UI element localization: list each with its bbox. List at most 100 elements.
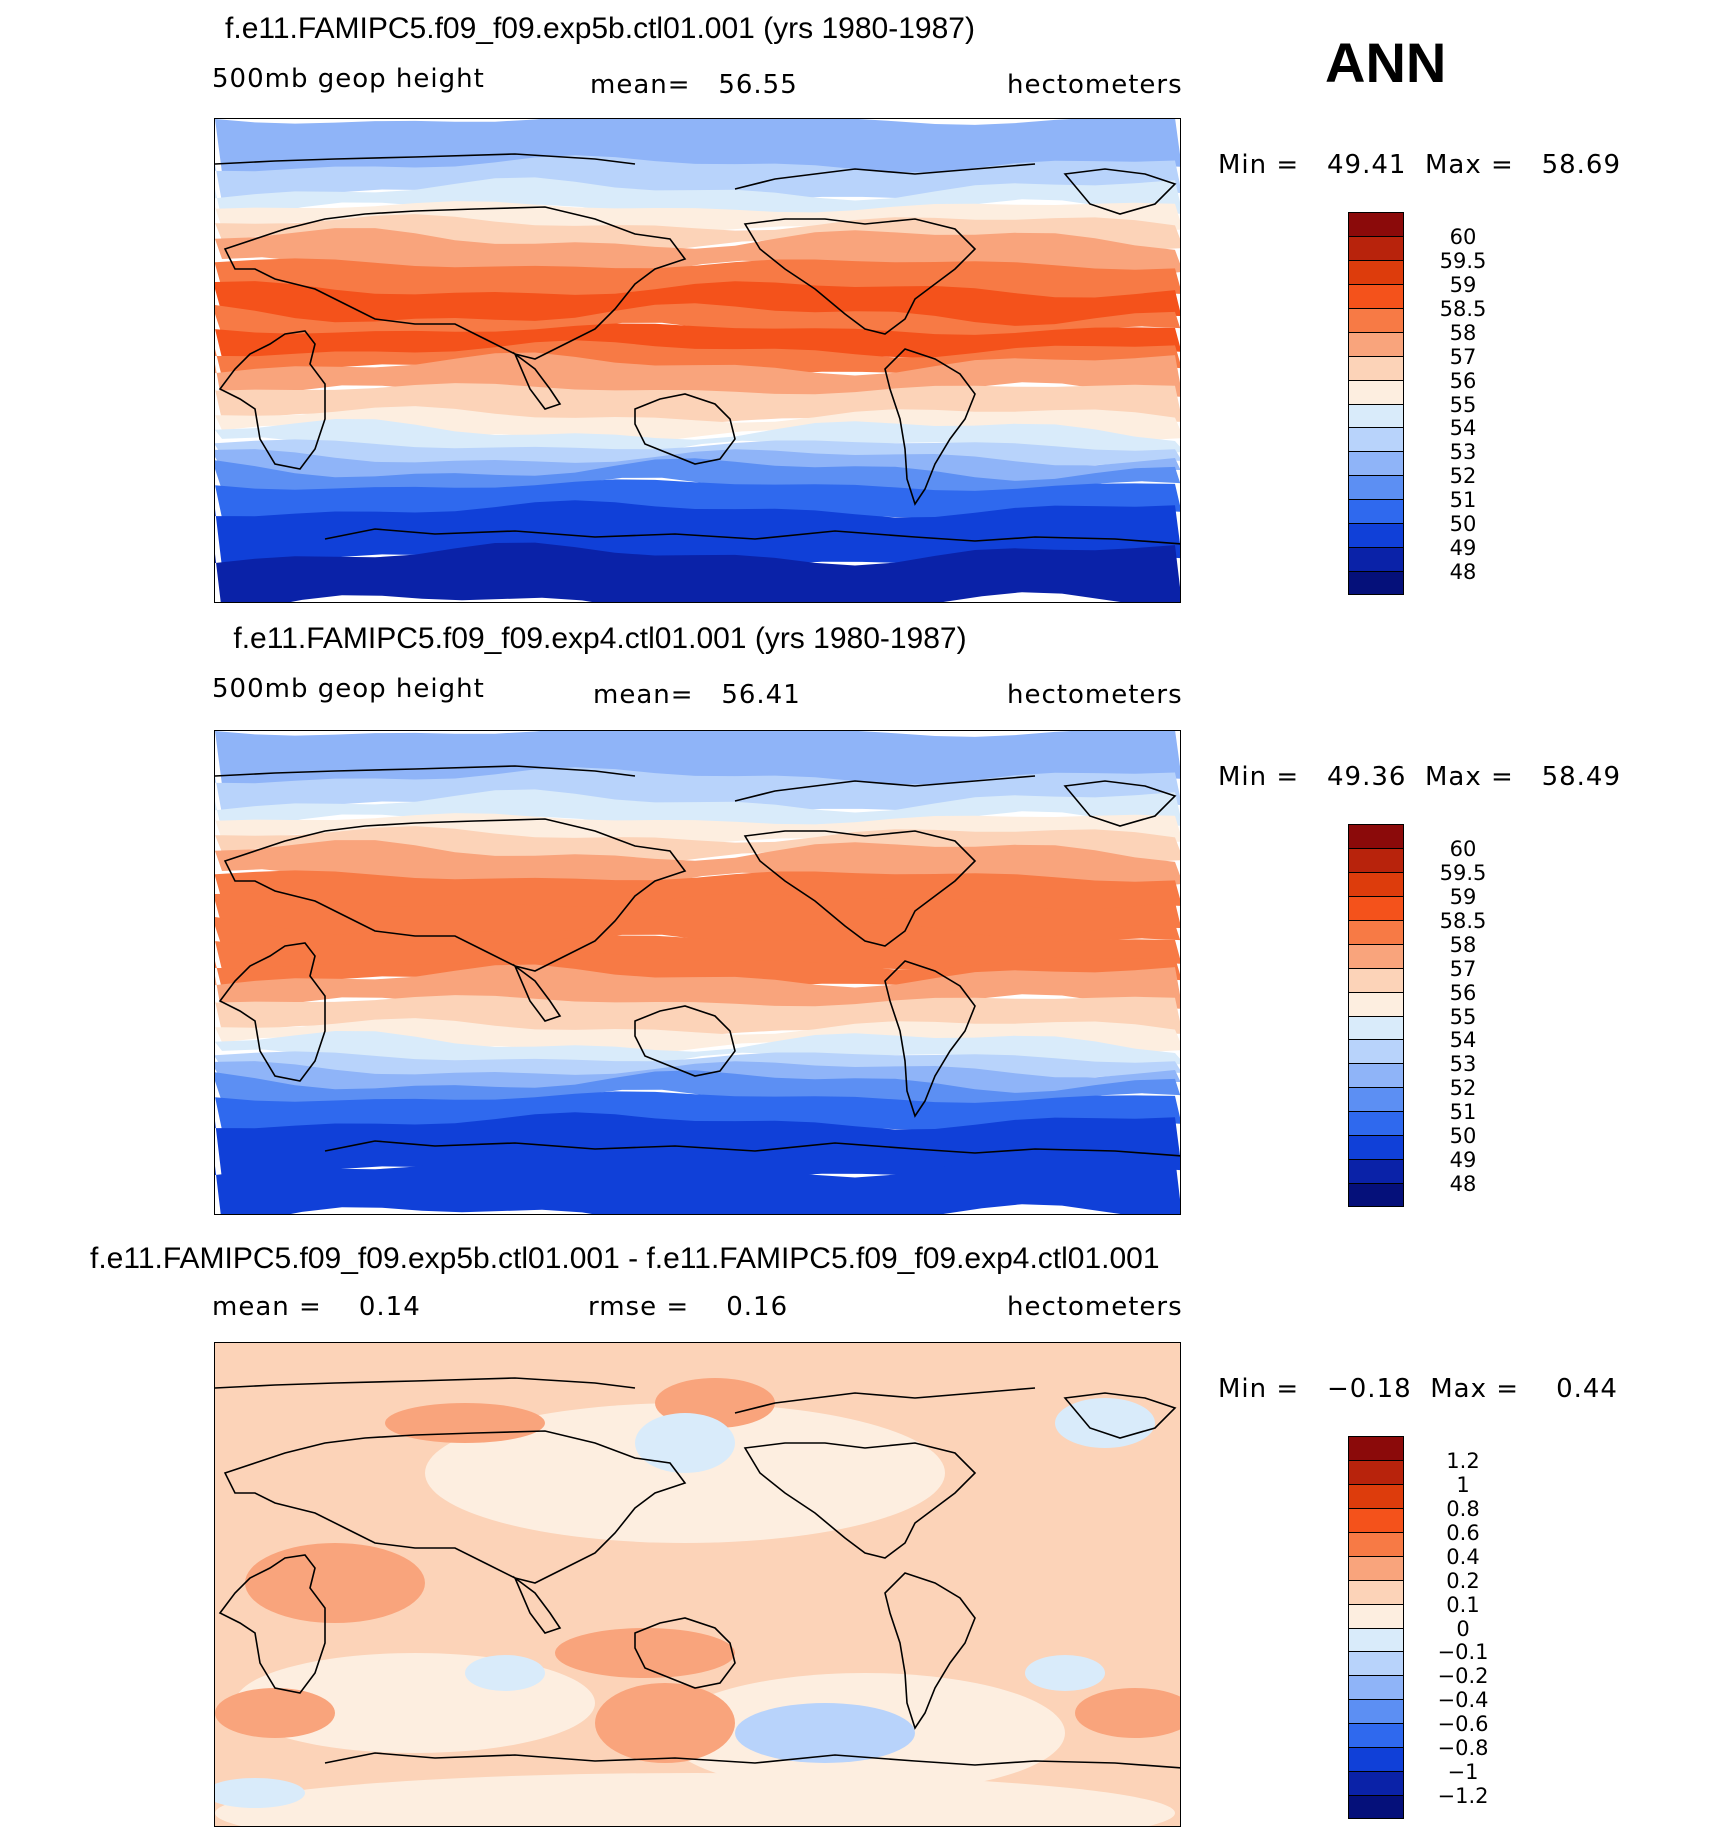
colorbar-tick-label: 1.2: [1446, 1448, 1480, 1473]
variable-label: 500mb geop height: [212, 674, 485, 704]
max-label: Max =: [1424, 762, 1514, 792]
colorbar-tick-label: 53: [1449, 440, 1477, 465]
contour-region: [385, 1403, 545, 1443]
contour-region: [1025, 1655, 1105, 1691]
colorbar-swatch: [1348, 1531, 1404, 1556]
min-max-readout: Min = 49.41 Max = 58.69: [1218, 150, 1621, 180]
colorbar-swatch: [1348, 331, 1404, 356]
colorbar-tick-label: −0.1: [1437, 1640, 1489, 1665]
colorbar-swatch: [1348, 283, 1404, 308]
colorbar-swatch: [1348, 824, 1404, 848]
contour-band: [215, 840, 1180, 892]
max-value: 58.49: [1541, 762, 1621, 792]
contour-band: [215, 458, 1180, 501]
coastline: [734, 775, 1036, 802]
colorbar-swatch: [1348, 547, 1404, 572]
colorbar-swatch: [1348, 1771, 1404, 1796]
min-value: 49.41: [1326, 150, 1407, 180]
colorbar-tick-label: 49: [1449, 536, 1477, 561]
colorbar-swatch: [1348, 1603, 1404, 1628]
coastline: [513, 351, 562, 410]
contour-band: [215, 119, 1180, 175]
colorbar-tick-label: −0.4: [1437, 1688, 1489, 1713]
min-max-readout: Min = −0.18 Max = 0.44: [1218, 1374, 1618, 1404]
contour-region: [215, 1688, 335, 1738]
colorbar-tick-label: 58: [1449, 932, 1477, 957]
coastline: [513, 963, 562, 1022]
contour-band: [215, 542, 1180, 602]
contour-region: [215, 1778, 305, 1808]
contour-region: [635, 1413, 735, 1473]
coastline: [634, 1617, 736, 1689]
coastline: [743, 1442, 977, 1559]
colorbar-swatch: [1348, 1135, 1404, 1160]
colorbar-swatch: [1348, 1063, 1404, 1088]
mean-value: 56.55: [718, 70, 798, 100]
coastline: [743, 830, 977, 947]
colorbar-tick-label: 60: [1449, 224, 1477, 249]
max-label: Max =: [1430, 1374, 1520, 1404]
colorbar-tick-label: 52: [1449, 1076, 1477, 1101]
colorbar-tick-label: 60: [1449, 836, 1477, 861]
colorbar-swatch: [1348, 1747, 1404, 1772]
coastline: [215, 765, 636, 777]
map-plot: [214, 730, 1181, 1215]
contour-band: [215, 1070, 1180, 1113]
colorbar-swatch: [1348, 1627, 1404, 1652]
coastline: [218, 330, 326, 470]
colorbar-swatch: [1348, 1183, 1404, 1207]
colorbar-swatch: [1348, 1507, 1404, 1532]
colorbar-tick-label: 54: [1449, 1028, 1477, 1053]
coastline: [324, 1140, 1180, 1157]
contour-region: [1055, 1398, 1155, 1448]
contour-band: [215, 1154, 1180, 1214]
colorbar: 1.2 1 0.8 0.6 0.4 0.2 0.1 0 −0.1 −0.2 −0.4 −0.6 −0.8…: [1348, 1436, 1489, 1819]
colorbar-tick-label: 51: [1449, 488, 1477, 513]
mean-value: 56.41: [721, 680, 801, 710]
colorbar-swatch: [1348, 871, 1404, 896]
rmse-label: rmse =: [588, 1292, 690, 1322]
colorbar-tick-label: 56: [1449, 368, 1477, 393]
coastline: [1063, 780, 1177, 827]
contour-region: [555, 1628, 735, 1678]
colorbar-tick-label: 49: [1449, 1148, 1477, 1173]
map-plot: [214, 118, 1181, 603]
colorbar-tick-label: 48: [1449, 560, 1477, 585]
colorbar-swatch: [1348, 379, 1404, 404]
colorbar-tick-label: 57: [1449, 956, 1477, 981]
min-label: Min =: [1218, 1374, 1300, 1404]
colorbar-tick-label: 56: [1449, 980, 1477, 1005]
colorbar-tick-label: 48: [1449, 1172, 1477, 1197]
colorbar-frame: [1348, 1436, 1404, 1819]
mean-stat: mean= 56.41: [593, 680, 801, 710]
colorbar-swatch: [1348, 1159, 1404, 1184]
colorbar-swatch: [1348, 1111, 1404, 1136]
colorbar-tick-label: −0.8: [1437, 1736, 1489, 1761]
mean-label: mean=: [590, 70, 691, 100]
colorbar-tick-label: 0.1: [1446, 1592, 1480, 1617]
coastline: [884, 1572, 976, 1730]
coastline: [884, 960, 976, 1118]
contour-band: [215, 935, 1180, 972]
colorbar-swatch: [1348, 523, 1404, 548]
coastline: [324, 1752, 1180, 1769]
colorbar-swatch: [1348, 259, 1404, 284]
colorbar-tick-label: 50: [1449, 512, 1477, 537]
coastline: [734, 1387, 1036, 1414]
colorbar-swatch: [1348, 1699, 1404, 1724]
colorbar-swatch: [1348, 1555, 1404, 1580]
colorbar-tick-label: 58: [1449, 320, 1477, 345]
coastline: [634, 1005, 736, 1077]
colorbar-swatch: [1348, 475, 1404, 500]
contour-region: [1075, 1688, 1180, 1738]
colorbar-swatch: [1348, 991, 1404, 1016]
contour-band: [215, 731, 1180, 787]
coastline: [223, 206, 687, 360]
min-max-readout: Min = 49.36 Max = 58.49: [1218, 762, 1621, 792]
coastline: [734, 163, 1036, 190]
contour-band: [215, 323, 1180, 360]
contour-band: [215, 177, 1180, 223]
min-label: Min =: [1218, 150, 1300, 180]
colorbar-tick-label: 0.2: [1446, 1568, 1480, 1593]
colorbar-tick-label: −1: [1447, 1760, 1479, 1785]
